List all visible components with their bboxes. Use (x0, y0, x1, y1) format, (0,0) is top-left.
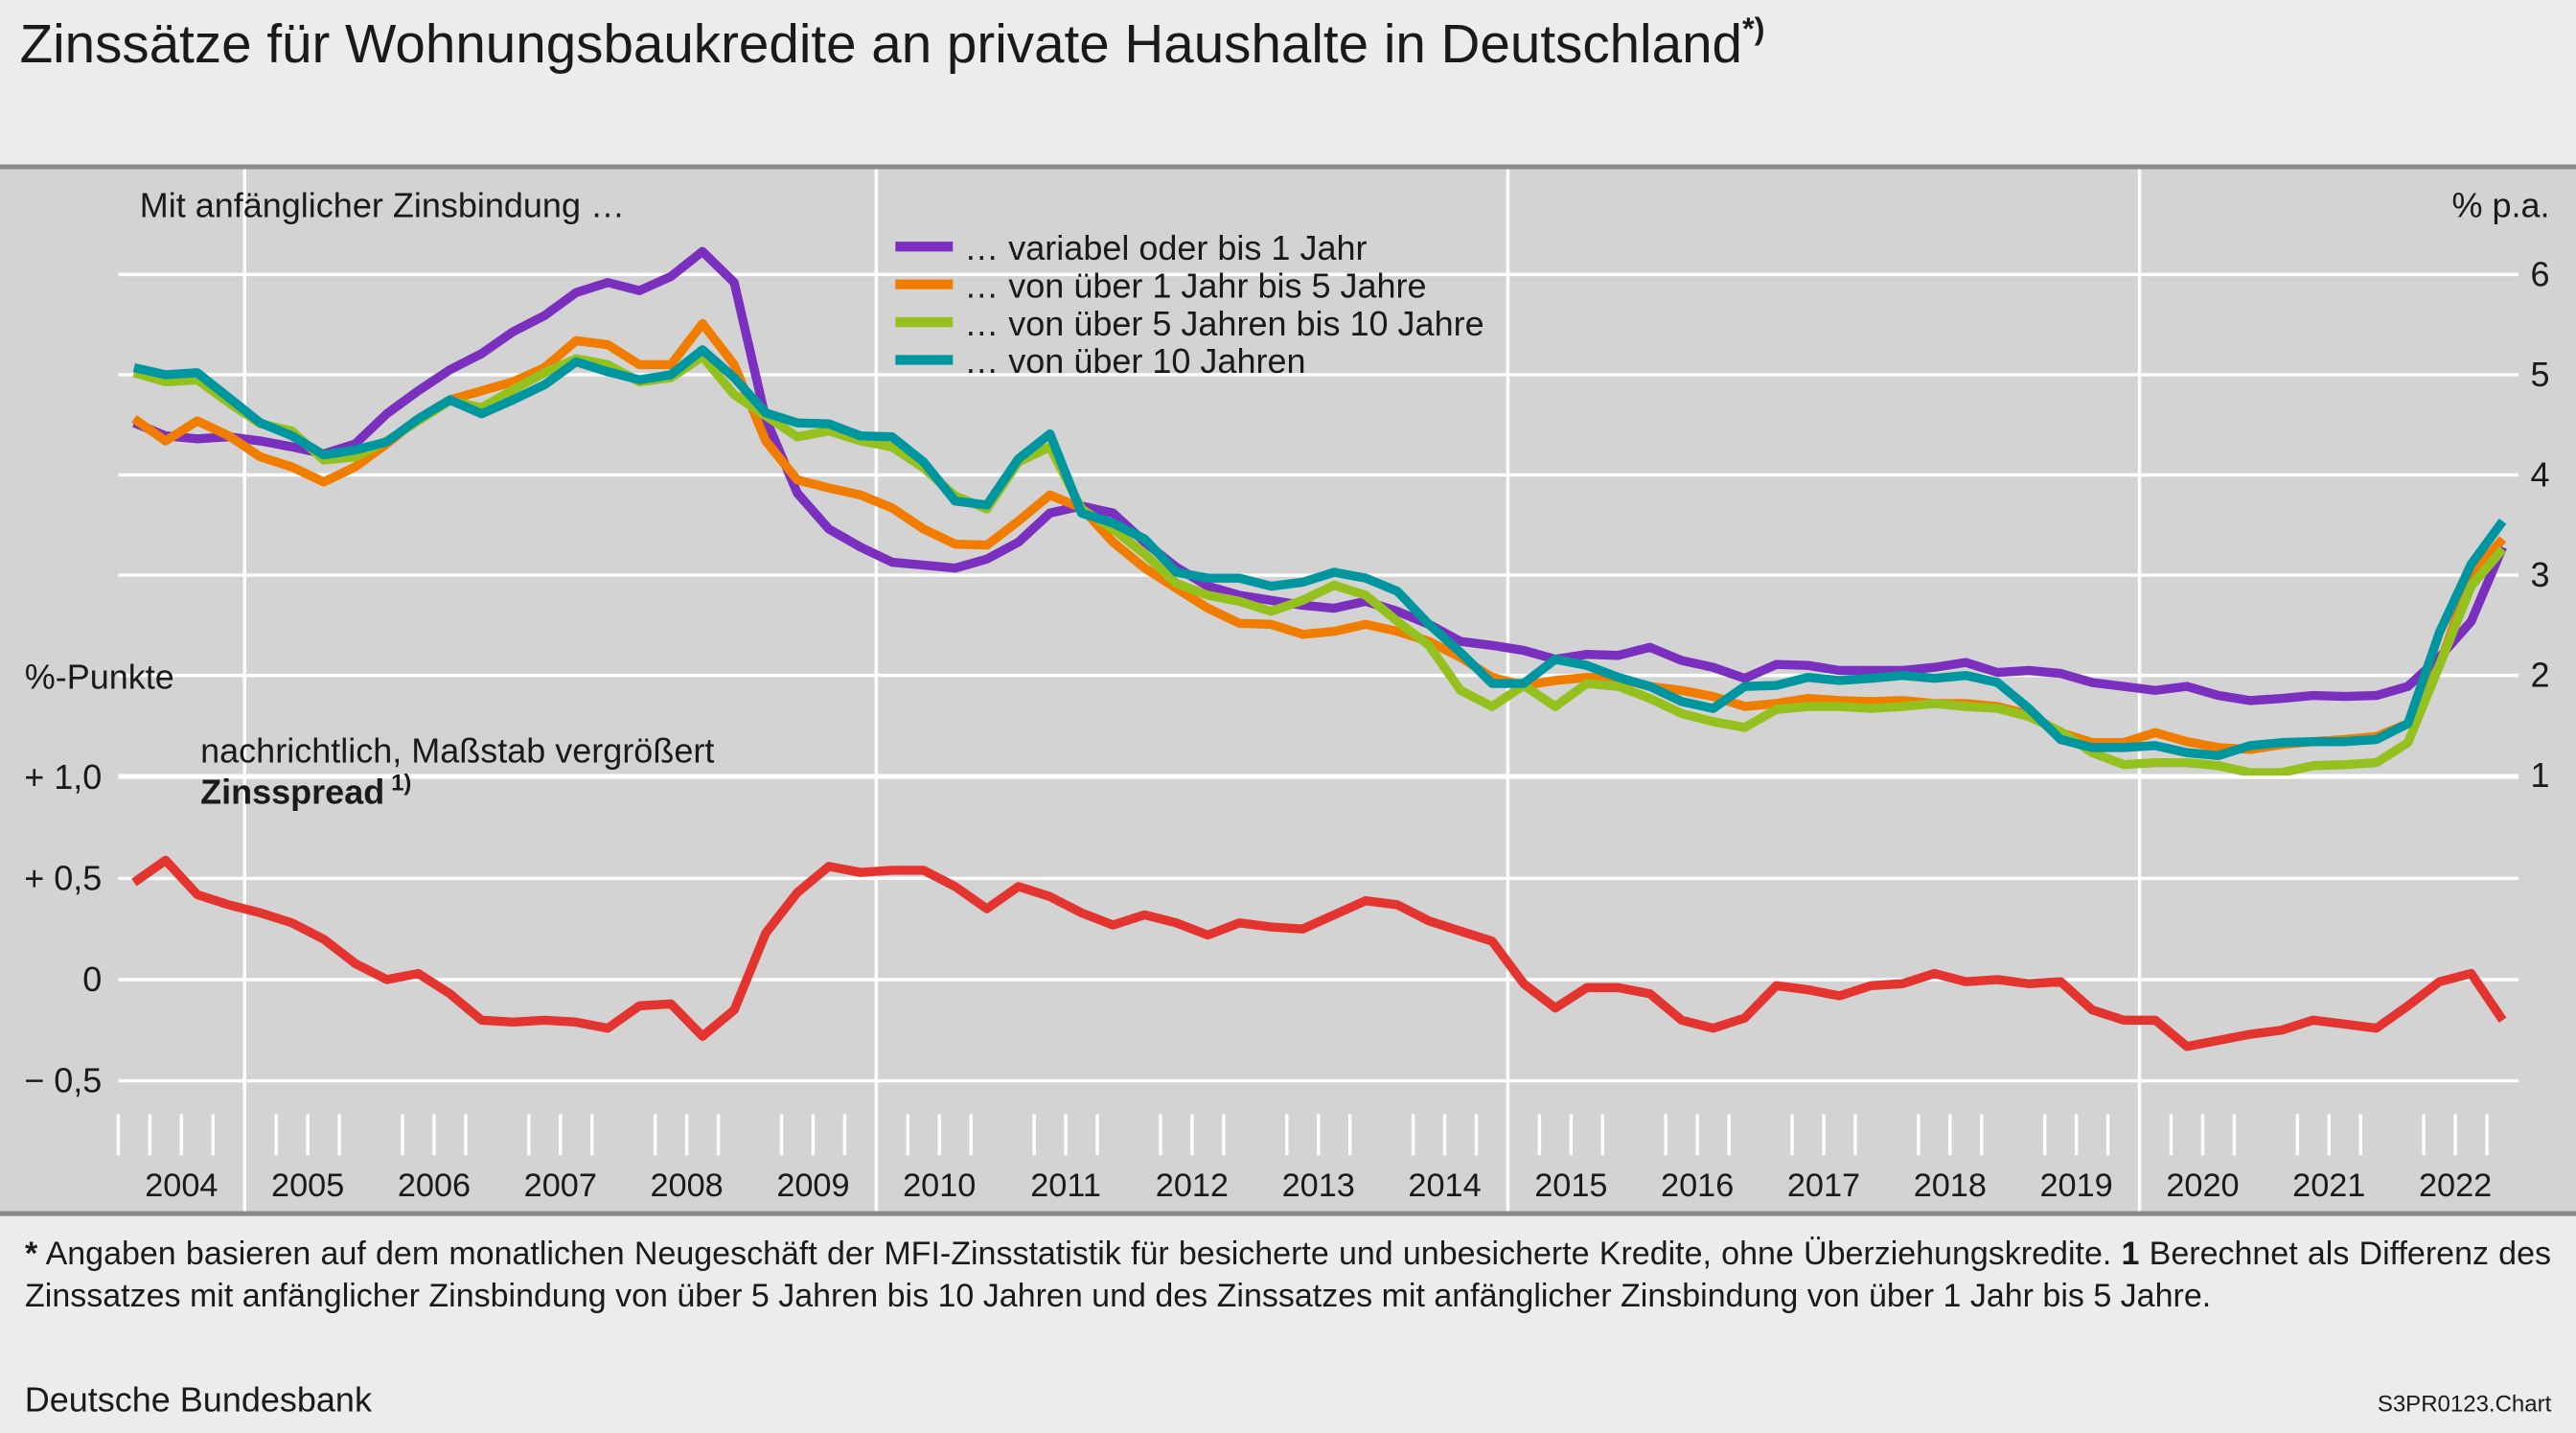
footnote-text: Angaben basieren auf dem monatlichen Neu… (45, 1236, 2112, 1272)
footnote-marker: * (25, 1236, 38, 1272)
y-tick-label: 1 (2531, 755, 2550, 795)
y-tick-label: 4 (2531, 455, 2550, 495)
panel-title: Zinsspread 1) (200, 771, 411, 812)
plot: 1 2 3 4 5 6 − 0,5 0 + 0,5 + 1,0 2004 2005 2006 2007 20… (24, 169, 2550, 1212)
y-tick-label: + 1,0 (24, 757, 102, 797)
x-tick-label: 2009 (776, 1167, 849, 1204)
x-tick-label: 2006 (398, 1167, 471, 1204)
x-tick-label: 2022 (2419, 1167, 2492, 1204)
legend-label: … variabel oder bis 1 Jahr (964, 228, 1367, 267)
x-tick-label: 2015 (1534, 1167, 1607, 1204)
separator (0, 164, 2576, 170)
x-tick-label: 2020 (2166, 1167, 2239, 1204)
title-text: Zinssätze für Wohnungsbaukredite an priv… (20, 13, 1742, 74)
panel-title-note: 1) (391, 771, 411, 797)
title: Zinssätze für Wohnungsbaukredite an priv… (20, 12, 1765, 74)
x-tick-label: 2012 (1156, 1167, 1229, 1204)
y-tick-label: 3 (2531, 555, 2550, 594)
y-tick-label: − 0,5 (24, 1061, 102, 1100)
legend-label: … von über 5 Jahren bis 10 Jahre (964, 304, 1484, 343)
series-line (132, 345, 2507, 761)
series-line (132, 246, 2507, 705)
header-bg (0, 0, 2576, 165)
unit-label: %-Punkte (25, 657, 174, 696)
footnote-marker: 1 (2121, 1236, 2140, 1272)
unit-label: % p.a. (2452, 185, 2550, 224)
x-tick-label: 2010 (903, 1167, 976, 1204)
legend-label: … von über 1 Jahr bis 5 Jahre (964, 266, 1426, 305)
y-tick-label: 6 (2531, 254, 2550, 293)
x-tick-label: 2005 (271, 1167, 344, 1204)
panel-header: Mit anfänglicher Zinsbindung … (140, 185, 625, 224)
x-tick-label: 2019 (2040, 1167, 2113, 1204)
x-tick-label: 2014 (1408, 1167, 1481, 1204)
x-tick-label: 2013 (1282, 1167, 1355, 1204)
series-line (131, 855, 2507, 1052)
y-tick-label: + 0,5 (24, 858, 102, 897)
x-tick-label: 2011 (1030, 1167, 1101, 1204)
y-tick-label: 0 (82, 959, 102, 999)
x-tick-label: 2007 (524, 1167, 597, 1204)
chart-id: S3PR0123.Chart (2378, 1392, 2552, 1418)
x-tick-label: 2018 (1914, 1167, 1987, 1204)
source: Deutsche Bundesbank (25, 1380, 373, 1420)
panel-title-text: Zinsspread (200, 772, 384, 811)
x-tick-label: 2017 (1787, 1167, 1860, 1204)
x-tick-label: 2016 (1661, 1167, 1734, 1204)
y-tick-label: 2 (2531, 656, 2550, 695)
separator (0, 1211, 2576, 1216)
subtitle: nachrichtlich, Maßstab vergrößert (200, 731, 714, 771)
legend-label: … von über 10 Jahren (964, 341, 1305, 381)
y-tick-label: 5 (2531, 355, 2550, 394)
title-note: *) (1742, 12, 1765, 46)
x-tick-label: 2004 (145, 1167, 218, 1204)
footnotes: * Angaben basieren auf dem monatlichen N… (25, 1233, 2551, 1317)
x-tick-label: 2008 (650, 1167, 723, 1204)
x-tick-label: 2021 (2292, 1167, 2365, 1204)
footnote-text: Berechnet als Differenz des Zinssatzes m… (25, 1236, 2552, 1314)
series-line (131, 318, 2507, 754)
series-line (132, 352, 2507, 777)
